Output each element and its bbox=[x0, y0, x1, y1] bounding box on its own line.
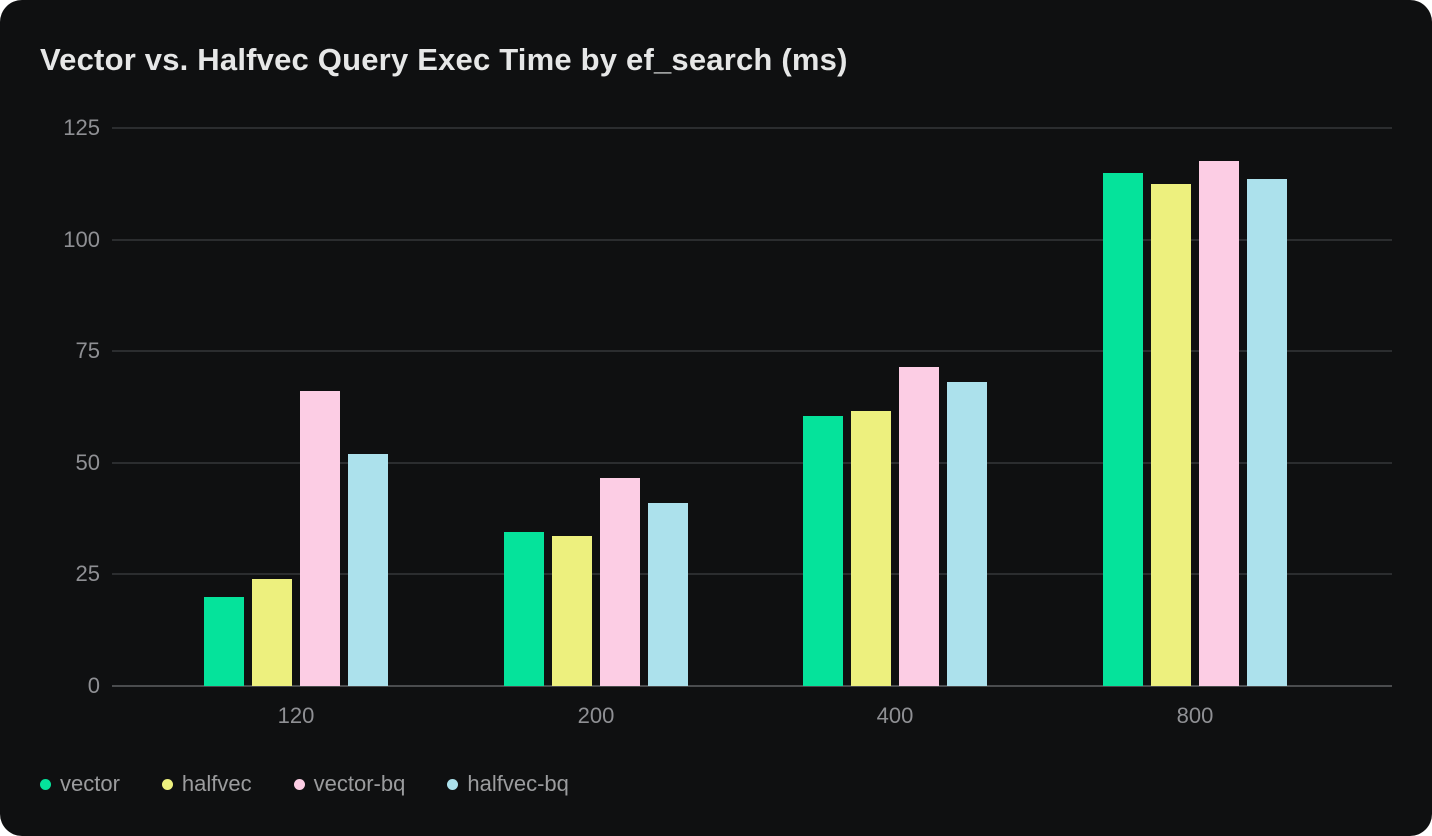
x-axis-tick-label: 200 bbox=[577, 703, 615, 728]
x-axis-tick-label: 120 bbox=[277, 703, 315, 728]
legend-item-halfvec[interactable]: halfvec bbox=[161, 771, 252, 797]
gridline bbox=[112, 127, 1392, 129]
legend-label: vector-bq bbox=[313, 771, 406, 796]
legend-item-vector-bq[interactable]: vector-bq bbox=[293, 771, 406, 797]
legend-label: halfvec-bq bbox=[467, 771, 569, 796]
bar-vector-800 bbox=[1103, 172, 1143, 686]
bar-halfvec-200 bbox=[552, 536, 592, 686]
legend-label: vector bbox=[60, 771, 120, 796]
y-axis-tick-label: 50 bbox=[75, 449, 100, 475]
y-axis-tick-label: 25 bbox=[75, 561, 100, 587]
bar-vector-120 bbox=[204, 596, 244, 686]
bar-halfvec-120 bbox=[252, 578, 292, 686]
bar-vector-200 bbox=[504, 531, 544, 686]
legend-dot-halfvec-bq bbox=[447, 778, 459, 790]
legend-item-vector[interactable]: vector bbox=[40, 771, 120, 797]
x-axis-tick-label: 800 bbox=[1176, 703, 1214, 728]
y-axis-tick-label: 125 bbox=[63, 115, 100, 140]
y-axis-tick-label: 0 bbox=[87, 673, 100, 698]
y-axis-tick-label: 100 bbox=[63, 226, 100, 252]
bar-halfvec-800 bbox=[1151, 183, 1191, 686]
chart-legend: vector halfvec vector-bq halfvec-bq bbox=[40, 770, 569, 798]
bar-halfvec-bq-800 bbox=[1247, 179, 1287, 686]
y-axis-tick-label: 75 bbox=[75, 338, 100, 364]
bar-halfvec-400 bbox=[851, 411, 891, 686]
legend-dot-vector-bq bbox=[293, 778, 305, 790]
x-axis-baseline bbox=[112, 685, 1392, 687]
bar-halfvec-bq-120 bbox=[348, 453, 388, 686]
bar-halfvec-bq-400 bbox=[947, 382, 987, 686]
legend-label: halfvec bbox=[181, 771, 252, 796]
gridline bbox=[112, 573, 1392, 576]
bar-halfvec-bq-200 bbox=[648, 502, 688, 686]
bar-vector-bq-400 bbox=[899, 366, 939, 686]
chart-title: Vector vs. Halfvec Query Exec Time by ef… bbox=[40, 42, 848, 77]
legend-dot-vector bbox=[40, 778, 51, 790]
legend-dot-halfvec bbox=[161, 778, 173, 790]
gridline bbox=[112, 461, 1392, 464]
x-axis-tick-label: 400 bbox=[876, 703, 914, 728]
gridline bbox=[112, 238, 1392, 241]
legend-item-halfvec-bq[interactable]: halfvec-bq bbox=[447, 771, 569, 797]
bar-vector-bq-120 bbox=[300, 391, 340, 686]
bar-vector-bq-200 bbox=[600, 478, 640, 686]
bar-vector-400 bbox=[803, 415, 843, 686]
bar-vector-bq-800 bbox=[1199, 161, 1239, 686]
gridline bbox=[112, 350, 1392, 353]
